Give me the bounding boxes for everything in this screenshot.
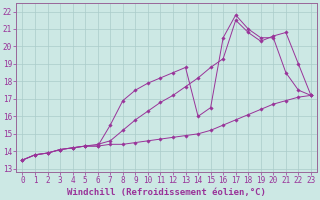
X-axis label: Windchill (Refroidissement éolien,°C): Windchill (Refroidissement éolien,°C) <box>67 188 266 197</box>
